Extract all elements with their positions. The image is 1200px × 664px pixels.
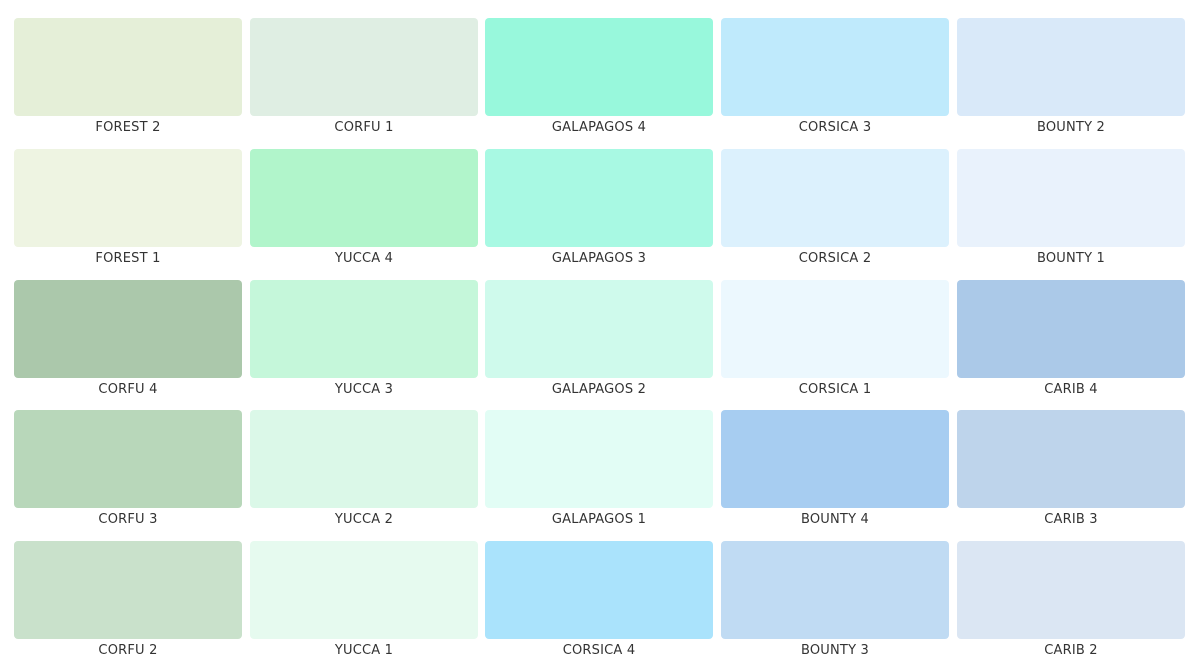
swatch-card[interactable]: YUCCA 3 bbox=[250, 279, 478, 398]
color-swatch[interactable] bbox=[250, 279, 478, 378]
swatch-label: BOUNTY 3 bbox=[800, 643, 870, 658]
color-swatch[interactable] bbox=[250, 148, 478, 247]
color-swatch[interactable] bbox=[485, 18, 713, 116]
color-swatch[interactable] bbox=[250, 18, 478, 116]
color-swatch[interactable] bbox=[250, 541, 478, 639]
swatch-card[interactable]: CARIB 3 bbox=[957, 410, 1185, 528]
swatch-card[interactable]: BOUNTY 1 bbox=[957, 148, 1185, 267]
swatch-label: CORSICA 2 bbox=[798, 250, 872, 266]
swatch-card[interactable]: CORFU 2 bbox=[14, 541, 242, 659]
color-swatch[interactable] bbox=[485, 541, 713, 639]
swatch-label: FOREST 2 bbox=[95, 120, 161, 135]
swatch-card[interactable]: CORSICA 2 bbox=[721, 148, 949, 267]
color-swatch[interactable] bbox=[721, 18, 949, 116]
color-swatch[interactable] bbox=[721, 279, 949, 378]
swatch-label: BOUNTY 1 bbox=[1036, 250, 1106, 266]
swatch-label: GALAPAGOS 1 bbox=[551, 512, 647, 528]
color-swatch[interactable] bbox=[957, 148, 1185, 247]
color-swatch[interactable] bbox=[14, 279, 242, 378]
swatch-label: FOREST 1 bbox=[95, 250, 161, 266]
color-swatch[interactable] bbox=[485, 410, 713, 509]
swatch-label: YUCCA 2 bbox=[334, 512, 394, 528]
swatch-card[interactable]: CORSICA 4 bbox=[485, 541, 713, 659]
swatch-label: YUCCA 4 bbox=[334, 250, 394, 266]
swatch-card[interactable]: BOUNTY 2 bbox=[957, 18, 1185, 136]
swatch-card[interactable]: BOUNTY 3 bbox=[721, 541, 949, 659]
color-swatch[interactable] bbox=[14, 541, 242, 639]
swatch-label: GALAPAGOS 2 bbox=[551, 381, 647, 397]
swatch-card[interactable]: CORSICA 1 bbox=[721, 279, 949, 398]
swatch-label: CARIB 4 bbox=[1044, 381, 1098, 397]
color-swatch[interactable] bbox=[250, 410, 478, 509]
swatch-label: CORFU 1 bbox=[334, 120, 394, 135]
color-swatch[interactable] bbox=[721, 148, 949, 247]
swatch-label: GALAPAGOS 4 bbox=[551, 120, 647, 135]
color-swatch[interactable] bbox=[485, 279, 713, 378]
swatch-card[interactable]: GALAPAGOS 2 bbox=[485, 279, 713, 398]
swatch-label: GALAPAGOS 3 bbox=[551, 250, 647, 266]
color-swatch[interactable] bbox=[957, 410, 1185, 509]
swatch-card[interactable]: YUCCA 1 bbox=[250, 541, 478, 659]
color-swatch[interactable] bbox=[485, 148, 713, 247]
swatch-card[interactable]: GALAPAGOS 4 bbox=[485, 18, 713, 136]
swatch-card[interactable]: FOREST 1 bbox=[14, 148, 242, 267]
color-swatch[interactable] bbox=[14, 18, 242, 116]
swatch-label: BOUNTY 4 bbox=[800, 512, 870, 528]
swatch-label: BOUNTY 2 bbox=[1036, 120, 1106, 135]
swatch-card[interactable]: CORFU 3 bbox=[14, 410, 242, 528]
swatch-card[interactable]: CARIB 2 bbox=[957, 541, 1185, 659]
swatch-label: CORSICA 1 bbox=[798, 381, 872, 397]
swatch-label: CORFU 3 bbox=[98, 512, 158, 528]
swatch-card[interactable]: BOUNTY 4 bbox=[721, 410, 949, 528]
swatch-card[interactable]: YUCCA 2 bbox=[250, 410, 478, 528]
color-swatch[interactable] bbox=[721, 541, 949, 639]
swatch-label: CORFU 4 bbox=[98, 381, 158, 397]
swatch-label: CARIB 3 bbox=[1044, 512, 1098, 528]
color-swatch[interactable] bbox=[957, 541, 1185, 639]
color-swatch[interactable] bbox=[14, 148, 242, 247]
swatch-label: YUCCA 1 bbox=[334, 643, 394, 658]
color-swatch[interactable] bbox=[957, 18, 1185, 116]
swatch-card[interactable]: CORFU 4 bbox=[14, 279, 242, 398]
swatch-label: YUCCA 3 bbox=[334, 381, 394, 397]
swatch-card[interactable]: GALAPAGOS 1 bbox=[485, 410, 713, 528]
color-swatch[interactable] bbox=[721, 410, 949, 509]
swatch-label: CARIB 2 bbox=[1044, 643, 1098, 658]
swatch-card[interactable]: CARIB 4 bbox=[957, 279, 1185, 398]
swatch-card[interactable]: GALAPAGOS 3 bbox=[485, 148, 713, 267]
color-swatch[interactable] bbox=[957, 279, 1185, 378]
color-swatch[interactable] bbox=[14, 410, 242, 509]
swatch-label: CORSICA 3 bbox=[798, 120, 872, 135]
swatch-card[interactable]: YUCCA 4 bbox=[250, 148, 478, 267]
swatch-card[interactable]: CORSICA 3 bbox=[721, 18, 949, 136]
swatch-label: CORFU 2 bbox=[98, 643, 158, 658]
swatch-card[interactable]: CORFU 1 bbox=[250, 18, 478, 136]
swatch-label: CORSICA 4 bbox=[562, 643, 636, 658]
swatch-card[interactable]: FOREST 2 bbox=[14, 18, 242, 136]
